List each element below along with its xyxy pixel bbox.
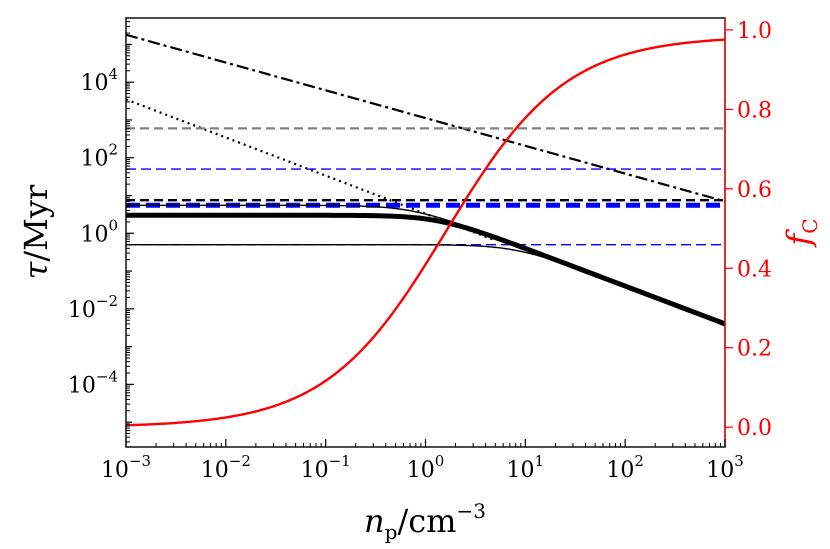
x-tick-label: 101: [507, 452, 545, 483]
y-axis-left-label-main: τ: [17, 260, 55, 279]
y-right-tick-label: 0.6: [737, 178, 772, 203]
x-tick-base: 10: [301, 458, 329, 483]
x-tick-exp: 0: [435, 452, 445, 470]
y-right-tick-label: 0.8: [737, 98, 772, 123]
y-left-tick-base: 10: [80, 71, 108, 96]
series-line-7: [126, 212, 725, 327]
y-right-tick-label: 0.2: [737, 337, 772, 362]
x-axis-label: np/cm−3: [364, 499, 486, 544]
y-left-tick-base: 10: [68, 373, 96, 398]
x-tick-exp: 3: [734, 452, 744, 470]
x-tick-label: 103: [706, 452, 744, 483]
x-tick-exp: 1: [535, 452, 545, 470]
y-left-tick-exp: 4: [108, 65, 118, 83]
x-tick-base: 10: [101, 458, 129, 483]
x-axis-label-sup: −3: [456, 499, 485, 523]
y-axis-right-label-sub: C: [798, 218, 822, 233]
y-right-tick-label: 0.4: [737, 257, 772, 282]
series-line-10: [126, 38, 725, 427]
y-left-tick-exp: −2: [96, 292, 118, 310]
x-tick-label: 10−1: [301, 452, 351, 483]
x-tick-base: 10: [706, 458, 734, 483]
series-line-9: [126, 243, 725, 325]
y-left-tick-label: 102: [80, 141, 118, 172]
x-tick-label: 100: [407, 452, 445, 483]
ticks-layer: 10−3 10−2 10−1 100 101 102 10310−410−210010210…: [68, 17, 772, 483]
x-tick-label: 10−2: [201, 452, 251, 483]
x-tick-label: 102: [606, 452, 644, 483]
x-tick-exp: −3: [129, 452, 151, 470]
series-line-0: [126, 33, 725, 203]
y-axis-right-label: fC: [780, 218, 822, 247]
y-axis-left-label: τ/Myr: [17, 184, 55, 279]
y-left-tick-label: 10−4: [68, 367, 118, 398]
y-left-tick-label: 10−2: [68, 292, 118, 323]
x-tick-base: 10: [407, 458, 435, 483]
x-axis-label-unit: /cm: [397, 502, 456, 540]
y-left-tick-base: 10: [80, 222, 108, 247]
x-tick-label: 10−3: [101, 452, 151, 483]
y-left-tick-base: 10: [80, 147, 108, 172]
y-left-tick-exp: −4: [96, 367, 118, 385]
y-left-tick-label: 104: [80, 65, 118, 96]
x-tick-exp: 2: [634, 452, 644, 470]
x-axis-label-base: n: [364, 502, 385, 540]
y-left-tick-exp: 0: [108, 216, 118, 234]
y-right-tick-label: 0.0: [737, 416, 772, 441]
y-left-tick-label: 100: [80, 216, 118, 247]
y-axis-left-label-unit: /Myr: [17, 184, 55, 262]
plot-frame: [125, 17, 726, 448]
x-tick-exp: −2: [229, 452, 251, 470]
x-tick-base: 10: [201, 458, 229, 483]
y-left-tick-exp: 2: [108, 141, 118, 159]
y-right-tick-label: 1.0: [737, 19, 772, 44]
x-axis-label-sub: p: [385, 520, 398, 544]
x-tick-base: 10: [507, 458, 535, 483]
y-left-tick-base: 10: [68, 298, 96, 323]
x-tick-base: 10: [606, 458, 634, 483]
x-tick-exp: −1: [329, 452, 351, 470]
series-layer: [126, 33, 725, 427]
